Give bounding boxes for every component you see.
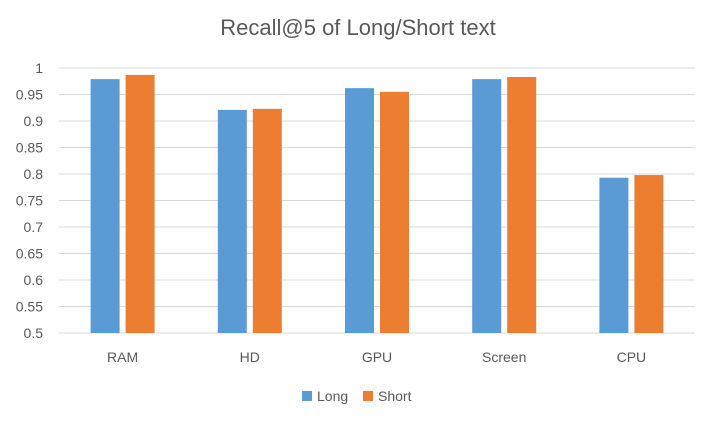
bar-short-gpu [380, 91, 409, 333]
bar-short-ram [125, 74, 155, 333]
x-tick-label: GPU [362, 349, 392, 365]
x-axis: RAM HD GPU Screen CPU [107, 349, 646, 365]
x-tick-label: HD [240, 349, 260, 365]
x-tick-label: Screen [482, 349, 526, 365]
y-tick-label: 0.65 [16, 246, 43, 262]
bar-long-ram [90, 79, 120, 333]
legend: Long Short [302, 388, 412, 404]
bar-long-screen [472, 79, 502, 333]
y-tick-label: 0.85 [16, 140, 43, 156]
y-tick-label: 0.95 [16, 87, 43, 103]
y-tick-label: 0.5 [24, 325, 44, 341]
y-axis: 0.5 0.55 0.6 0.65 0.7 0.75 0.8 0.85 0.9 0.95 1 [16, 60, 43, 341]
y-tick-label: 0.7 [24, 219, 44, 235]
y-tick-label: 0.75 [16, 193, 43, 209]
bar-short-cpu [634, 175, 664, 333]
bar-long-gpu [345, 88, 374, 333]
bar-short-screen [507, 77, 537, 333]
bars [90, 74, 664, 334]
bar-long-hd [217, 109, 247, 334]
gridlines [59, 67, 695, 334]
bar-short-hd [252, 108, 282, 333]
bar-long-cpu [599, 177, 629, 333]
legend-swatch-short [363, 391, 373, 401]
y-tick-label: 1 [35, 60, 43, 76]
legend-label-long: Long [317, 388, 348, 404]
x-tick-label: RAM [107, 349, 138, 365]
x-tick-label: CPU [617, 349, 647, 365]
y-tick-label: 0.9 [24, 113, 44, 129]
chart-title: Recall@5 of Long/Short text [220, 15, 495, 40]
y-tick-label: 0.8 [24, 166, 44, 182]
legend-swatch-long [302, 391, 312, 401]
y-tick-label: 0.55 [16, 299, 43, 315]
legend-label-short: Short [378, 388, 412, 404]
y-tick-label: 0.6 [24, 272, 44, 288]
